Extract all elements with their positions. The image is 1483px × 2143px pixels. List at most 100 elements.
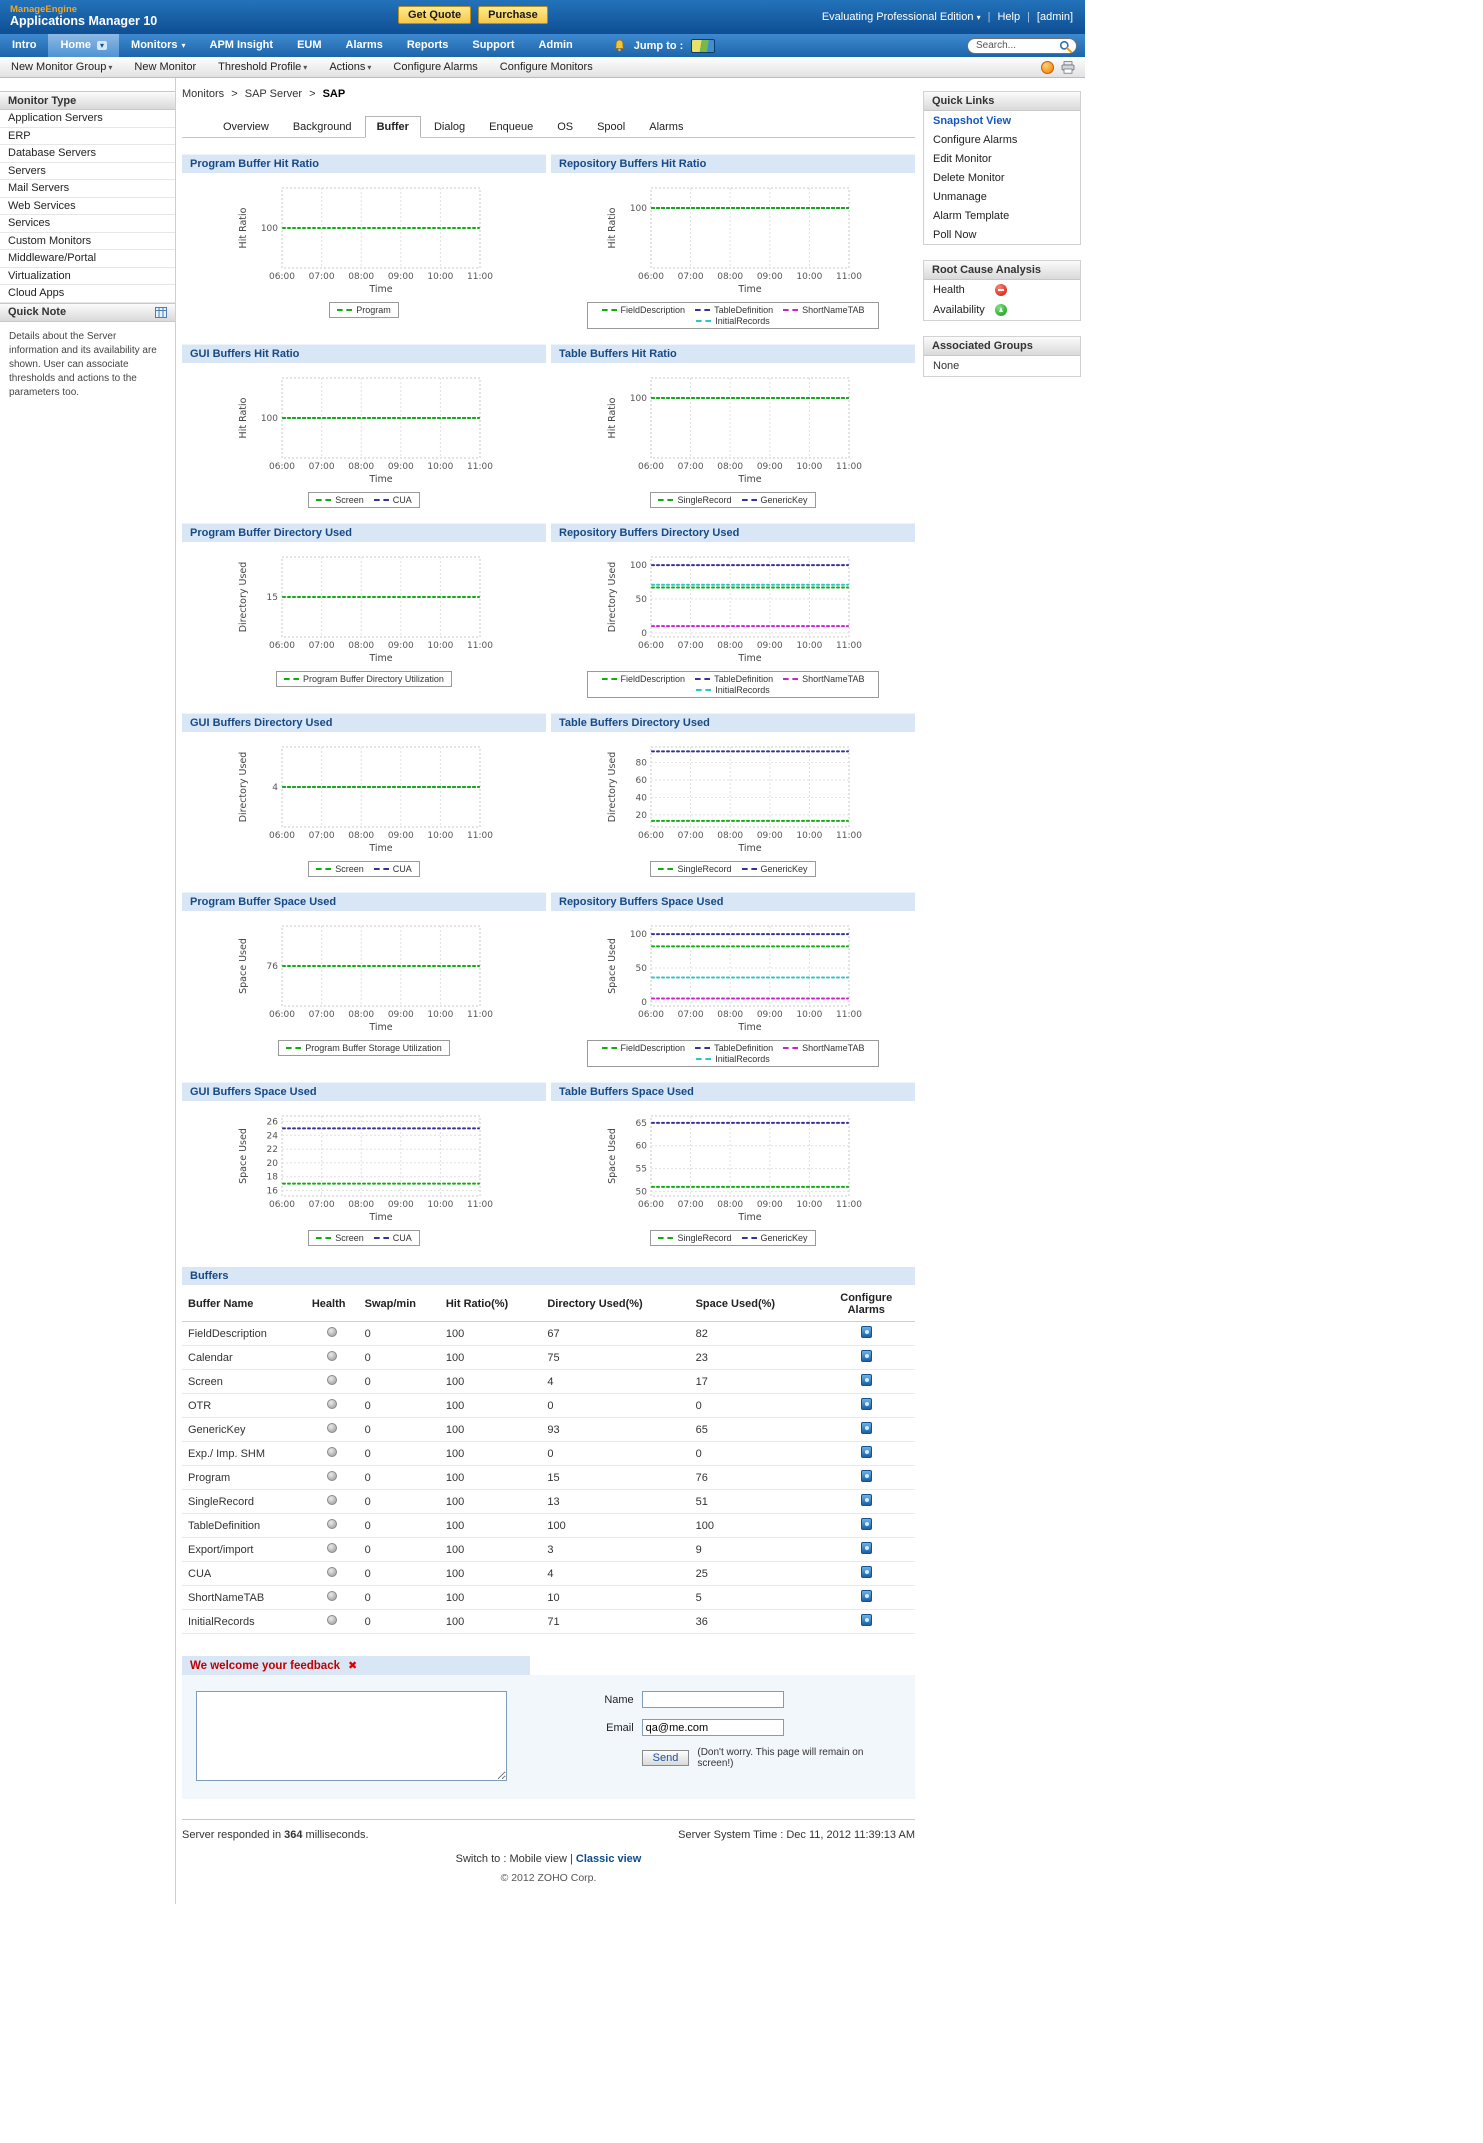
search-icon[interactable] bbox=[1059, 40, 1072, 53]
health-status-icon[interactable] bbox=[327, 1543, 338, 1553]
sidebar-item-cloud-apps[interactable]: Cloud Apps bbox=[0, 285, 175, 303]
health-status-icon[interactable] bbox=[327, 1399, 338, 1409]
configure-alarm-icon[interactable] bbox=[860, 1494, 872, 1506]
breadcrumb-monitors[interactable]: Monitors bbox=[182, 88, 225, 100]
new-monitor-group-menu[interactable]: New Monitor Group ▾ bbox=[0, 61, 123, 73]
purchase-button[interactable]: Purchase bbox=[478, 6, 548, 24]
close-feedback-icon[interactable]: ✖ bbox=[347, 1660, 358, 1672]
health-status-icon[interactable] bbox=[327, 1351, 338, 1361]
configure-alarm-icon[interactable] bbox=[860, 1470, 872, 1482]
help-link[interactable]: Help bbox=[997, 11, 1021, 23]
configure-alarm-icon[interactable] bbox=[860, 1446, 872, 1458]
health-status-icon[interactable] bbox=[327, 1423, 338, 1433]
nav-tab-home[interactable]: Home ▾ bbox=[48, 34, 120, 57]
new-monitor-button[interactable]: New Monitor bbox=[134, 61, 197, 73]
configure-alarm-icon[interactable] bbox=[860, 1374, 872, 1386]
configure-alarm-icon[interactable] bbox=[860, 1326, 872, 1338]
page: ManageEngine Applications Manager 10 Get… bbox=[0, 0, 1085, 1904]
tab-enqueue[interactable]: Enqueue bbox=[489, 121, 534, 133]
health-critical-icon[interactable] bbox=[995, 284, 1007, 296]
nav-tab-apm-insight[interactable]: APM Insight bbox=[209, 39, 274, 51]
quick-link-alarm-template[interactable]: Alarm Template bbox=[933, 209, 1010, 222]
jump-to-icon[interactable] bbox=[691, 38, 716, 53]
send-button[interactable]: Send bbox=[641, 1750, 690, 1766]
get-quote-button[interactable]: Get Quote bbox=[398, 6, 472, 24]
print-icon[interactable] bbox=[1061, 60, 1075, 74]
nav-tab-intro[interactable]: Intro bbox=[12, 39, 37, 51]
nav-tab-admin[interactable]: Admin bbox=[538, 39, 573, 51]
nav-tab-reports[interactable]: Reports bbox=[406, 39, 449, 51]
edition-dropdown[interactable]: Evaluating Professional Edition ▾ bbox=[822, 11, 981, 23]
breadcrumb-sap-server[interactable]: SAP Server bbox=[244, 88, 303, 100]
legend-color-line bbox=[601, 678, 617, 680]
quick-link-snapshot-view[interactable]: Snapshot View bbox=[933, 114, 1012, 127]
admin-user-link[interactable]: [admin] bbox=[1036, 11, 1073, 23]
configure-monitors-link[interactable]: Configure Monitors bbox=[499, 61, 593, 73]
configure-alarm-icon[interactable] bbox=[860, 1422, 872, 1434]
mobile-view-link[interactable]: Mobile view bbox=[509, 1853, 567, 1865]
sidebar-item-mail-servers[interactable]: Mail Servers bbox=[0, 180, 175, 198]
health-status-icon[interactable] bbox=[327, 1327, 338, 1337]
space-cell: 36 bbox=[689, 1609, 818, 1634]
quick-link-unmanage[interactable]: Unmanage bbox=[933, 190, 987, 203]
quick-link-configure-alarms[interactable]: Configure Alarms bbox=[933, 133, 1018, 146]
configure-alarm-icon[interactable] bbox=[860, 1590, 872, 1602]
availability-up-icon[interactable] bbox=[995, 304, 1007, 316]
health-status-icon[interactable] bbox=[327, 1591, 338, 1601]
sidebar-item-middleware-portal[interactable]: Middleware/Portal bbox=[0, 250, 175, 268]
separator: | bbox=[987, 11, 991, 23]
health-status-icon[interactable] bbox=[327, 1567, 338, 1577]
email-input[interactable] bbox=[641, 1719, 784, 1736]
quick-link-edit-monitor[interactable]: Edit Monitor bbox=[933, 152, 992, 165]
health-status-icon[interactable] bbox=[327, 1471, 338, 1481]
caret-down-icon[interactable]: ▾ bbox=[97, 41, 108, 50]
alarm-bell-icon[interactable] bbox=[613, 39, 626, 52]
note-icon[interactable] bbox=[155, 306, 167, 318]
quick-link-delete-monitor[interactable]: Delete Monitor bbox=[933, 171, 1005, 184]
svg-text:Time: Time bbox=[737, 653, 761, 664]
configure-alarm-icon[interactable] bbox=[860, 1542, 872, 1554]
nav-tab-monitors[interactable]: Monitors ▾ bbox=[119, 34, 197, 57]
legend-label: Screen bbox=[335, 495, 364, 505]
chart-plot: 06:00 07:00 08:00 09:00 10:00 11:00 100 Time Hit… bbox=[182, 173, 546, 323]
name-input[interactable] bbox=[641, 1691, 784, 1708]
configure-alarms-link[interactable]: Configure Alarms bbox=[393, 61, 478, 73]
configure-alarm-icon[interactable] bbox=[860, 1614, 872, 1626]
feedback-textarea[interactable] bbox=[196, 1691, 507, 1781]
sidebar-item-services[interactable]: Services bbox=[0, 215, 175, 233]
nav-tab-support[interactable]: Support bbox=[472, 39, 515, 51]
configure-alarm-icon[interactable] bbox=[860, 1398, 872, 1410]
buffers-table: Buffer Name Health Swap/min Hit Ratio(%)… bbox=[182, 1287, 915, 1634]
tab-background[interactable]: Background bbox=[292, 121, 352, 133]
tab-spool[interactable]: Spool bbox=[597, 121, 626, 133]
configure-alarm-icon[interactable] bbox=[860, 1518, 872, 1530]
tab-os[interactable]: OS bbox=[557, 121, 574, 133]
health-status-icon[interactable] bbox=[327, 1447, 338, 1457]
search-input[interactable] bbox=[967, 37, 1077, 54]
sidebar-item-custom-monitors[interactable]: Custom Monitors bbox=[0, 233, 175, 250]
classic-view-link[interactable]: Classic view bbox=[575, 1853, 642, 1865]
threshold-profile-menu[interactable]: Threshold Profile ▾ bbox=[207, 61, 318, 73]
sidebar-item-servers[interactable]: Servers bbox=[0, 163, 175, 180]
nav-tab-eum[interactable]: EUM bbox=[297, 39, 322, 51]
health-status-icon[interactable] bbox=[327, 1615, 338, 1625]
sidebar-item-virtualization[interactable]: Virtualization bbox=[0, 268, 175, 285]
tab-dialog[interactable]: Dialog bbox=[433, 121, 466, 133]
personalize-icon[interactable] bbox=[1041, 60, 1054, 74]
sidebar-item-erp[interactable]: ERP bbox=[0, 128, 175, 145]
tab-buffer[interactable]: Buffer bbox=[364, 116, 421, 138]
health-status-icon[interactable] bbox=[327, 1495, 338, 1505]
configure-alarm-icon[interactable] bbox=[860, 1566, 872, 1578]
actions-menu[interactable]: Actions ▾ bbox=[318, 61, 382, 73]
tab-alarms[interactable]: Alarms bbox=[649, 121, 684, 133]
sidebar-item-database-servers[interactable]: Database Servers bbox=[0, 145, 175, 163]
sidebar-item-application-servers[interactable]: Application Servers bbox=[0, 110, 175, 128]
quick-link-poll-now[interactable]: Poll Now bbox=[933, 228, 977, 241]
legend-item: ShortNameTAB bbox=[783, 1043, 864, 1053]
nav-tab-alarms[interactable]: Alarms bbox=[345, 39, 383, 51]
tab-overview[interactable]: Overview bbox=[223, 121, 269, 133]
sidebar-item-web-services[interactable]: Web Services bbox=[0, 198, 175, 215]
health-status-icon[interactable] bbox=[327, 1375, 338, 1385]
health-status-icon[interactable] bbox=[327, 1519, 338, 1529]
configure-alarm-icon[interactable] bbox=[860, 1350, 872, 1362]
